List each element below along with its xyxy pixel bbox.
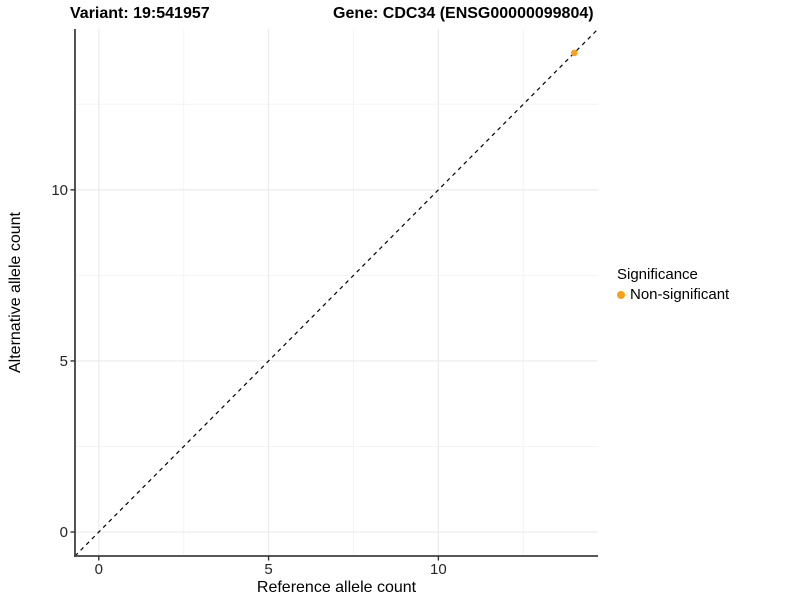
data-point [570,49,578,57]
axes [70,29,598,561]
y-tick-label: 10 [51,182,68,199]
y-axis-title: Alternative allele count [7,211,24,373]
legend: Significance Non-significant [617,266,729,304]
x-tick-label: 10 [430,561,447,578]
x-tick-label: 0 [95,561,103,578]
x-axis-title: Reference allele count [257,579,417,596]
legend-item-label: Non-significant [630,286,730,303]
legend-item: Non-significant [617,286,729,304]
y-tick-label: 5 [60,353,68,370]
geoms [74,28,599,557]
x-tick-label: 5 [264,561,272,578]
gridlines [75,29,598,556]
identity-line [74,28,599,557]
y-tick-label: 0 [60,524,68,541]
gene-title: Gene: CDC34 (ENSG00000099804) [333,5,594,22]
variant-title: Variant: 19:541957 [70,5,210,22]
legend-point-icon [617,291,625,299]
legend-title: Significance [617,266,698,283]
